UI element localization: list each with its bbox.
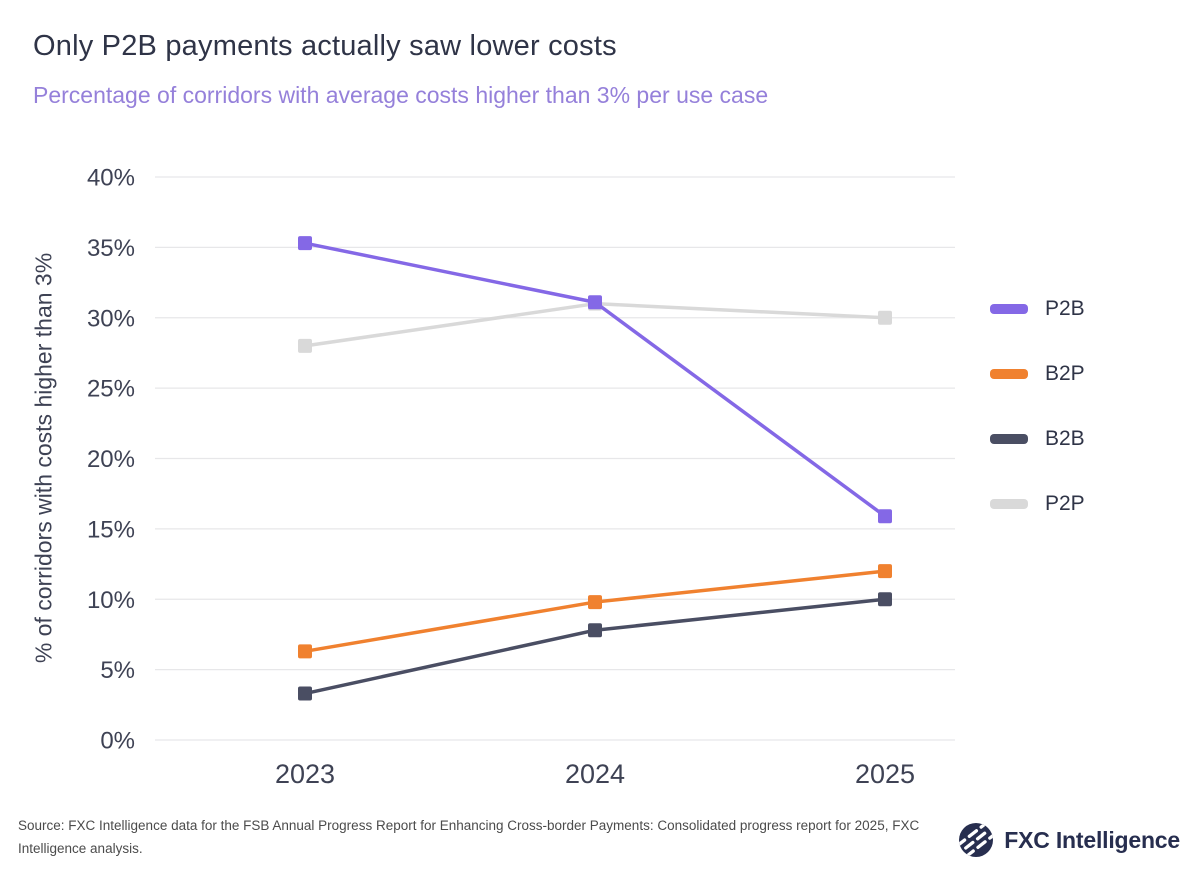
legend-label: B2B (1045, 427, 1085, 450)
y-tick-label: 10% (87, 587, 135, 614)
y-axis-title: % of corridors with costs higher than 3% (30, 252, 57, 664)
chart-subtitle: Percentage of corridors with average cos… (33, 82, 769, 108)
line-chart: 0% 5% 10% 15% 20% 25% 30% 35% 40% 2023 2024 2025 (87, 165, 955, 789)
legend-label: P2P (1045, 492, 1085, 515)
series-line-p2b (304, 241, 887, 518)
series-line-b2b (304, 597, 886, 696)
y-tick-label: 15% (87, 516, 135, 543)
y-tick-label: 5% (100, 657, 135, 684)
marker-p2b-2025 (878, 509, 892, 524)
marker-p2b-2024 (588, 295, 602, 310)
legend-swatch-b2b (990, 434, 1028, 444)
legend-item-p2b: P2B (990, 297, 1085, 321)
fxc-logo-icon (958, 822, 995, 858)
marker-b2p-2024 (588, 595, 602, 610)
y-tick-label: 20% (87, 446, 135, 473)
x-tick-label: 2024 (565, 759, 625, 789)
legend-item-b2b: B2B (990, 427, 1085, 451)
marker-b2b-2024 (588, 623, 602, 638)
marker-p2p-2025 (878, 310, 892, 325)
legend-item-b2p: B2P (990, 362, 1085, 386)
legend: P2B B2P B2B P2P (990, 297, 1085, 516)
fxc-logo-text: FXC Intelligence (1004, 826, 1180, 853)
legend-item-p2p: P2P (990, 492, 1085, 516)
series-line-b2p (304, 569, 886, 654)
marker-b2b-2025 (878, 592, 892, 607)
footer: Source: FXC Intelligence data for the FS… (0, 813, 1200, 875)
y-tick-label: 35% (87, 235, 135, 262)
legend-swatch-p2p (990, 499, 1028, 509)
marker-b2p-2023 (298, 644, 312, 659)
y-tick-label: 0% (100, 728, 135, 755)
legend-label: P2B (1045, 297, 1085, 320)
y-tick-label: 30% (87, 305, 135, 332)
fxc-logo: FXC Intelligence (958, 822, 1180, 858)
marker-p2b-2023 (298, 236, 312, 251)
marker-p2p-2023 (298, 338, 312, 353)
source-note: Source: FXC Intelligence data for the FS… (18, 818, 920, 856)
marker-b2p-2025 (878, 564, 892, 579)
x-tick-label: 2023 (275, 759, 335, 789)
legend-swatch-p2b (990, 304, 1028, 314)
y-tick-label: 40% (87, 165, 135, 192)
legend-label: B2P (1045, 362, 1085, 385)
x-tick-label: 2025 (855, 759, 915, 789)
chart-title: Only P2B payments actually saw lower cos… (33, 30, 617, 62)
y-tick-label: 25% (87, 376, 135, 403)
marker-b2b-2023 (298, 686, 312, 701)
legend-swatch-b2p (990, 369, 1028, 379)
